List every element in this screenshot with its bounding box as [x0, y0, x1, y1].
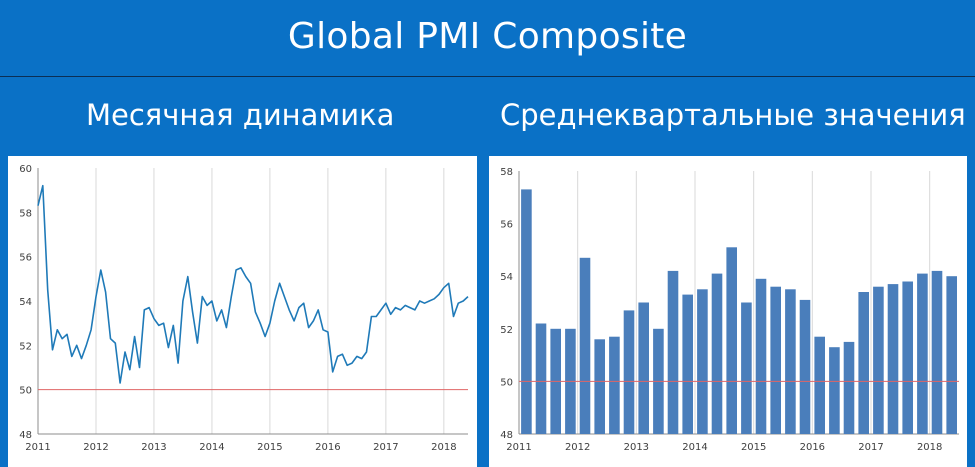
monthly-line-chart: 48 50 52 54 56 58 60 2011 2012 2013 2014 2015 2016 20… [19, 164, 469, 453]
x-tick-label: 2016 [315, 442, 340, 453]
bar [785, 289, 796, 434]
y-tick-label: 48 [500, 430, 513, 441]
y-tick-label: 52 [500, 325, 513, 336]
bar [697, 289, 708, 434]
x-tick-label: 2013 [141, 442, 166, 453]
bar [931, 270, 943, 434]
y-tick-label: 54 [500, 272, 513, 283]
bar [917, 273, 928, 434]
bar [682, 294, 693, 434]
bar [829, 347, 840, 434]
y-tick-label: 56 [19, 253, 32, 264]
y-tick-label: 58 [500, 167, 513, 178]
bar [755, 278, 767, 434]
y-tick-label: 48 [19, 430, 32, 441]
bar [521, 189, 532, 434]
bar [594, 339, 605, 434]
y-tick-label: 50 [19, 386, 32, 397]
bar [726, 247, 737, 434]
x-tick-label: 2012 [565, 442, 590, 453]
quarterly-bar-chart: 48 50 52 54 56 58 2011 2012 2013 2014 2015 2016 2017… [500, 167, 959, 453]
monthly-chart-panel: 48 50 52 54 56 58 60 2011 2012 2013 2014 2015 2016 20… [8, 156, 477, 467]
page-title: Global PMI Composite [287, 15, 688, 57]
x-tick-label: 2015 [741, 442, 766, 453]
bar [946, 276, 957, 434]
y-tick-label: 56 [500, 220, 513, 231]
x-tick-label: 2016 [800, 442, 825, 453]
bar [770, 286, 781, 434]
y-tick-label: 52 [19, 341, 32, 352]
x-tick-label: 2011 [506, 442, 531, 453]
quarterly-chart-panel: 48 50 52 54 56 58 2011 2012 2013 2014 2015 2016 2017… [489, 156, 967, 467]
bar [579, 257, 591, 434]
y-tick-label: 60 [19, 164, 32, 175]
x-tick-label: 2013 [624, 442, 649, 453]
bar [711, 273, 723, 434]
y-tick-label: 58 [19, 208, 32, 219]
series-line [37, 184, 469, 384]
bar [814, 336, 825, 434]
x-tick-label: 2012 [83, 442, 108, 453]
bar [741, 302, 752, 434]
x-tick-label: 2015 [257, 442, 282, 453]
x-tick-label: 2014 [199, 442, 224, 453]
x-tick-label: 2011 [25, 442, 50, 453]
y-tick-label: 54 [19, 297, 32, 308]
subtitle-quarterly: Среднеквартальные значения [500, 98, 966, 132]
x-tick-label: 2017 [373, 442, 398, 453]
bar [535, 323, 547, 434]
bar [887, 284, 899, 434]
bar [902, 281, 913, 434]
bar [843, 341, 855, 434]
bar [623, 310, 635, 434]
x-tick-label: 2014 [682, 442, 707, 453]
subtitle-monthly: Месячная динамика [86, 98, 395, 132]
title-band: Global PMI Composite [0, 0, 975, 77]
bar [858, 292, 869, 434]
bar [638, 302, 649, 434]
bar [667, 270, 679, 434]
y-tick-label: 50 [500, 377, 513, 388]
x-tick-label: 2017 [858, 442, 883, 453]
bar [609, 336, 620, 434]
bar [873, 286, 884, 434]
x-tick-label: 2018 [917, 442, 942, 453]
bar [799, 299, 811, 434]
x-tick-label: 2018 [431, 442, 456, 453]
